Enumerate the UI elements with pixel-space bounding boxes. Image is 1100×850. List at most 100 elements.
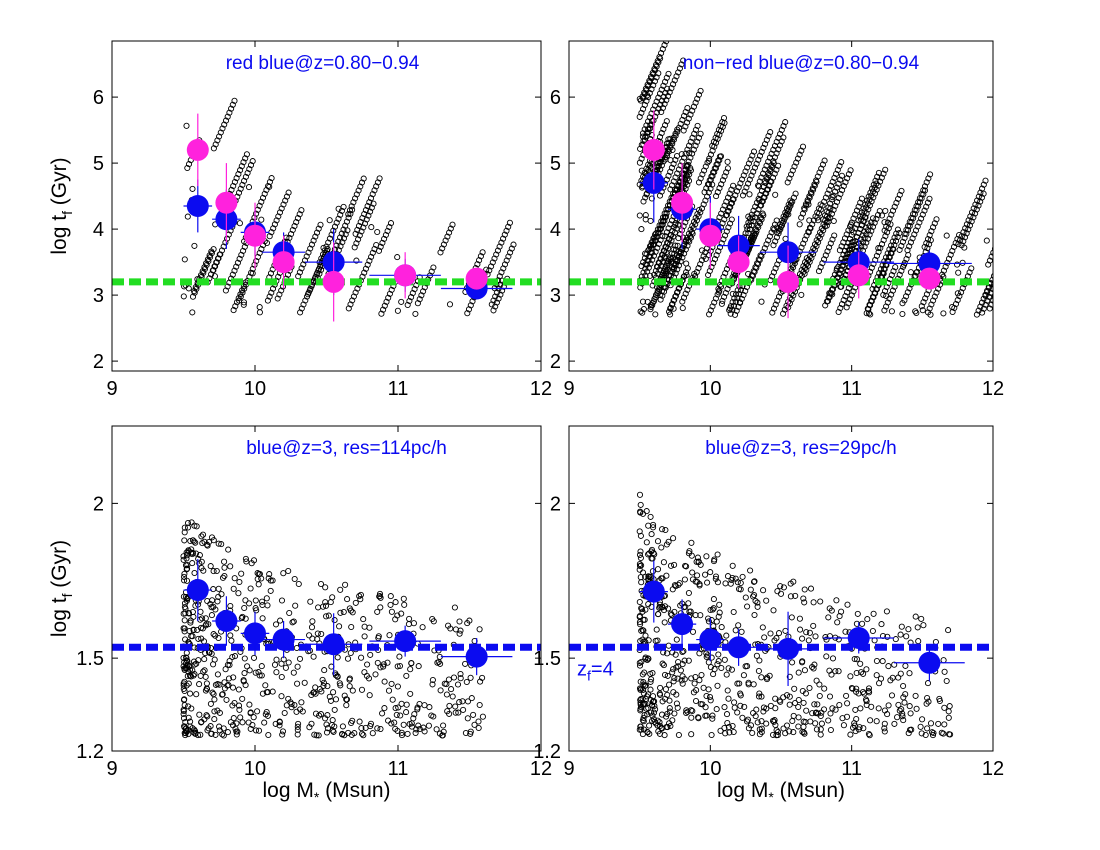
data-point [181, 577, 188, 584]
data-point [891, 203, 898, 210]
data-point [917, 723, 924, 730]
data-point [636, 113, 643, 120]
data-point [345, 214, 352, 221]
data-point [488, 301, 495, 308]
data-point [751, 591, 758, 599]
data-point [660, 607, 668, 614]
data-point [686, 149, 693, 157]
data-point [684, 286, 691, 293]
data-point [669, 140, 676, 147]
data-point [199, 268, 206, 275]
data-point [916, 219, 923, 226]
data-point [290, 669, 297, 676]
data-point [477, 253, 484, 260]
data-point [710, 671, 717, 678]
data-point [1001, 274, 1006, 279]
data-point [756, 657, 763, 664]
data-point [477, 678, 484, 685]
data-point [648, 195, 655, 202]
data-point [737, 702, 744, 709]
data-point [770, 160, 777, 167]
data-point [702, 712, 709, 719]
data-point [840, 251, 847, 258]
data-point [754, 599, 761, 606]
data-point [217, 129, 224, 136]
scatter-cloud [636, 41, 1014, 318]
data-point [702, 704, 709, 711]
data-point [400, 721, 407, 728]
data-point [396, 662, 404, 670]
data-point [255, 669, 262, 676]
data-point [294, 680, 301, 687]
data-point [665, 148, 672, 155]
data-point [711, 256, 718, 263]
data-point [692, 612, 699, 619]
data-point [319, 251, 327, 258]
data-point [790, 712, 797, 719]
data-point [393, 711, 400, 718]
data-point [842, 628, 849, 635]
x-tick-label: 11 [388, 378, 409, 400]
data-point [857, 213, 864, 220]
data-point [225, 682, 232, 689]
data-point [977, 189, 984, 196]
data-point [866, 223, 873, 230]
data-point [291, 701, 298, 709]
data-point [361, 669, 368, 676]
data-point [231, 653, 239, 660]
data-point [451, 604, 458, 611]
data-point [801, 667, 808, 674]
data-point [262, 682, 269, 689]
data-point [968, 209, 976, 216]
data-point [833, 198, 841, 206]
data-point [1009, 255, 1014, 260]
data-point [883, 223, 890, 230]
data-point [800, 240, 807, 247]
data-point [367, 208, 374, 215]
data-point [750, 218, 757, 225]
data-point [913, 705, 920, 712]
data-point [657, 291, 664, 299]
data-point [640, 616, 647, 623]
data-point [893, 230, 900, 237]
data-point [660, 126, 667, 133]
data-point [289, 619, 296, 626]
data-point [388, 286, 395, 293]
data-point [935, 720, 942, 727]
data-point [675, 235, 682, 242]
data-point [1002, 259, 1007, 264]
data-point [403, 709, 410, 716]
data-point [869, 627, 876, 635]
data-point [185, 668, 192, 675]
data-point [228, 186, 235, 193]
data-point [644, 92, 651, 99]
data-point [772, 191, 779, 198]
data-point [367, 723, 374, 730]
data-point [719, 206, 726, 213]
data-point [256, 309, 263, 316]
data-point [843, 243, 850, 250]
data-point [241, 243, 248, 250]
data-point [464, 715, 471, 722]
data-point [222, 239, 229, 246]
data-point [688, 675, 695, 682]
data-point [298, 699, 305, 706]
data-point [773, 635, 780, 642]
data-point [351, 244, 358, 251]
data-point [994, 290, 999, 295]
data-point [919, 716, 926, 723]
data-point [929, 729, 936, 736]
data-point [788, 171, 795, 178]
data-point [661, 100, 668, 108]
data-point [230, 674, 237, 681]
data-point [980, 181, 987, 188]
data-point [760, 170, 767, 177]
data-point [735, 622, 742, 629]
data-point [924, 245, 931, 252]
data-point [660, 662, 667, 669]
data-point [850, 215, 857, 222]
data-point [270, 225, 277, 232]
data-point [689, 107, 696, 114]
data-point [467, 302, 474, 309]
data-point [679, 680, 686, 687]
